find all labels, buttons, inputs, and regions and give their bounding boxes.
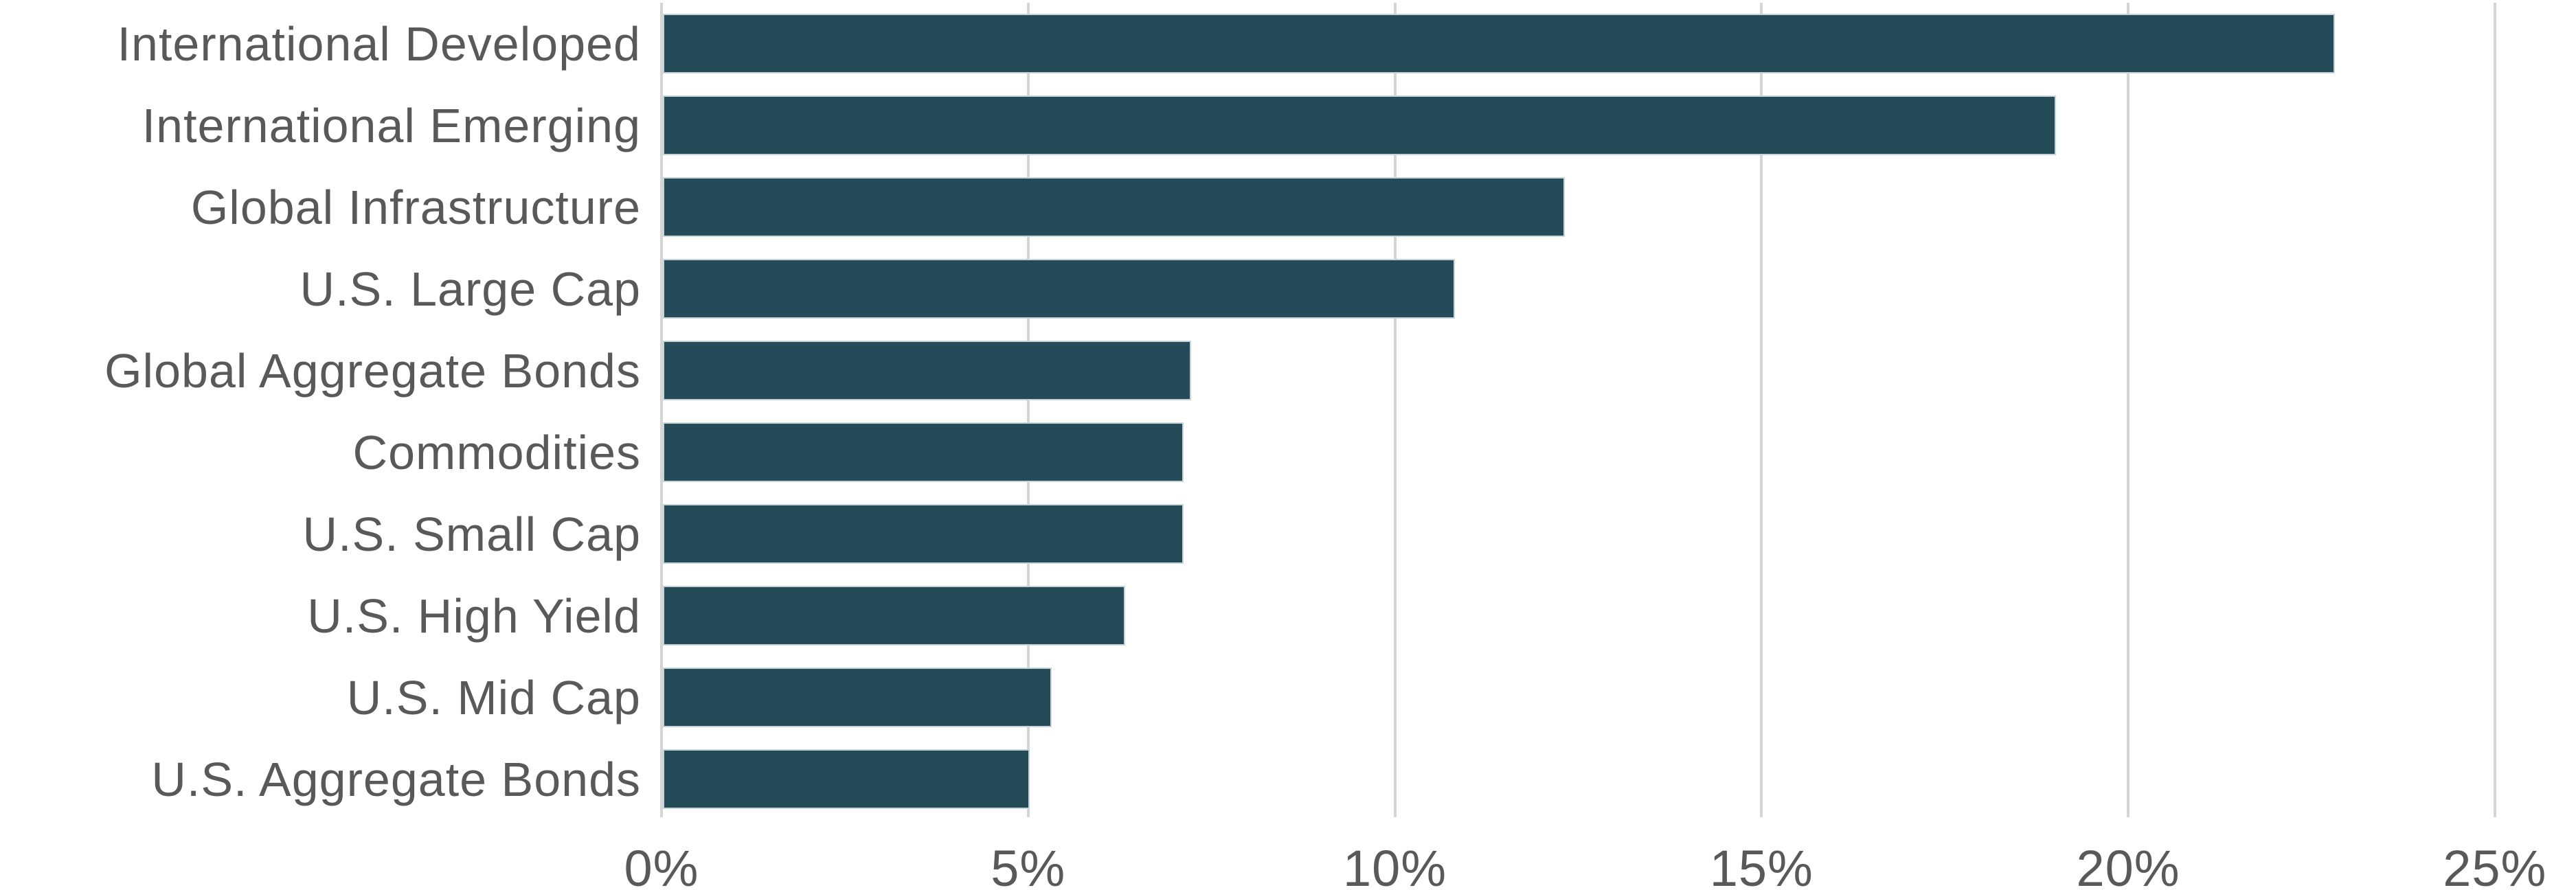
x-gridline bbox=[2127, 3, 2129, 817]
x-gridline bbox=[1760, 3, 1763, 817]
category-label: Global Infrastructure bbox=[190, 180, 641, 234]
category-label: Commodities bbox=[352, 425, 641, 479]
bar-u-s-mid-cap bbox=[663, 668, 1052, 727]
category-label: International Emerging bbox=[142, 98, 641, 152]
bar-u-s-high-yield bbox=[663, 586, 1125, 646]
x-tick-label: 20% bbox=[2076, 840, 2180, 890]
bar-u-s-small-cap bbox=[663, 504, 1184, 564]
category-label: Global Aggregate Bonds bbox=[104, 343, 641, 398]
x-tick-label: 5% bbox=[991, 840, 1066, 890]
x-tick-label: 15% bbox=[1709, 840, 1814, 890]
x-gridline bbox=[1393, 3, 1397, 817]
category-label: U.S. Aggregate Bonds bbox=[151, 752, 641, 806]
x-tick-label: 0% bbox=[624, 840, 699, 890]
bar-global-infrastructure bbox=[663, 177, 1565, 237]
category-label: International Developed bbox=[117, 16, 641, 71]
x-gridline bbox=[1026, 3, 1030, 817]
y-axis-line bbox=[660, 3, 663, 817]
x-gridline bbox=[2493, 3, 2496, 817]
category-label: U.S. Mid Cap bbox=[346, 670, 641, 724]
x-tick-label: 25% bbox=[2443, 840, 2547, 890]
bar-u-s-large-cap bbox=[663, 259, 1455, 319]
category-label: U.S. Large Cap bbox=[300, 262, 641, 316]
bar-commodities bbox=[663, 422, 1184, 482]
x-tick-label: 10% bbox=[1342, 840, 1447, 890]
bar-international-emerging bbox=[663, 95, 2056, 155]
bar-u-s-aggregate-bonds bbox=[663, 749, 1030, 809]
bar-international-developed bbox=[663, 14, 2335, 73]
category-label: U.S. Small Cap bbox=[302, 507, 641, 561]
category-label: U.S. High Yield bbox=[307, 589, 641, 643]
bar-global-aggregate-bonds bbox=[663, 341, 1191, 400]
